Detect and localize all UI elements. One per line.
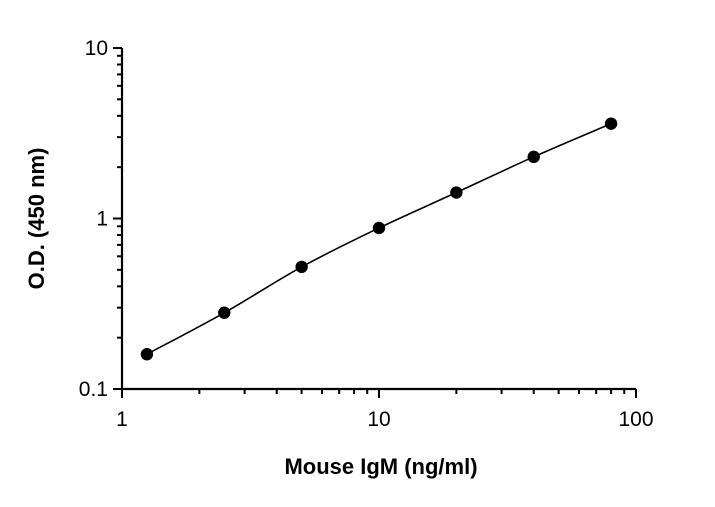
axes-layer [120, 48, 636, 391]
data-point [527, 150, 540, 164]
y-axis-title: O.D. (450 nm) [24, 148, 49, 290]
x-tick-label: 10 [367, 408, 390, 431]
data-point [604, 117, 618, 130]
x-axis-ticks [121, 389, 637, 398]
data-point [372, 221, 386, 235]
x-axis-tick-labels: 1 10 100 [116, 408, 653, 431]
x-tick-label: 1 [116, 408, 128, 431]
y-tick-label: 10 [85, 37, 108, 60]
data-point [295, 260, 308, 274]
x-tick-label: 100 [618, 408, 653, 431]
data-point [450, 186, 463, 199]
data-point [140, 347, 154, 361]
y-tick-label: 1 [96, 208, 108, 231]
y-tick-label: 0.1 [79, 378, 108, 401]
y-axis-ticks [113, 47, 122, 390]
x-axis-title: Mouse IgM (ng/ml) [284, 454, 477, 479]
fit-curve [146, 122, 612, 355]
data-point [218, 306, 231, 319]
y-axis-tick-labels: 0.1 1 10 [79, 37, 108, 401]
fit-curve-layer [146, 122, 612, 355]
data-points-layer [140, 117, 618, 361]
